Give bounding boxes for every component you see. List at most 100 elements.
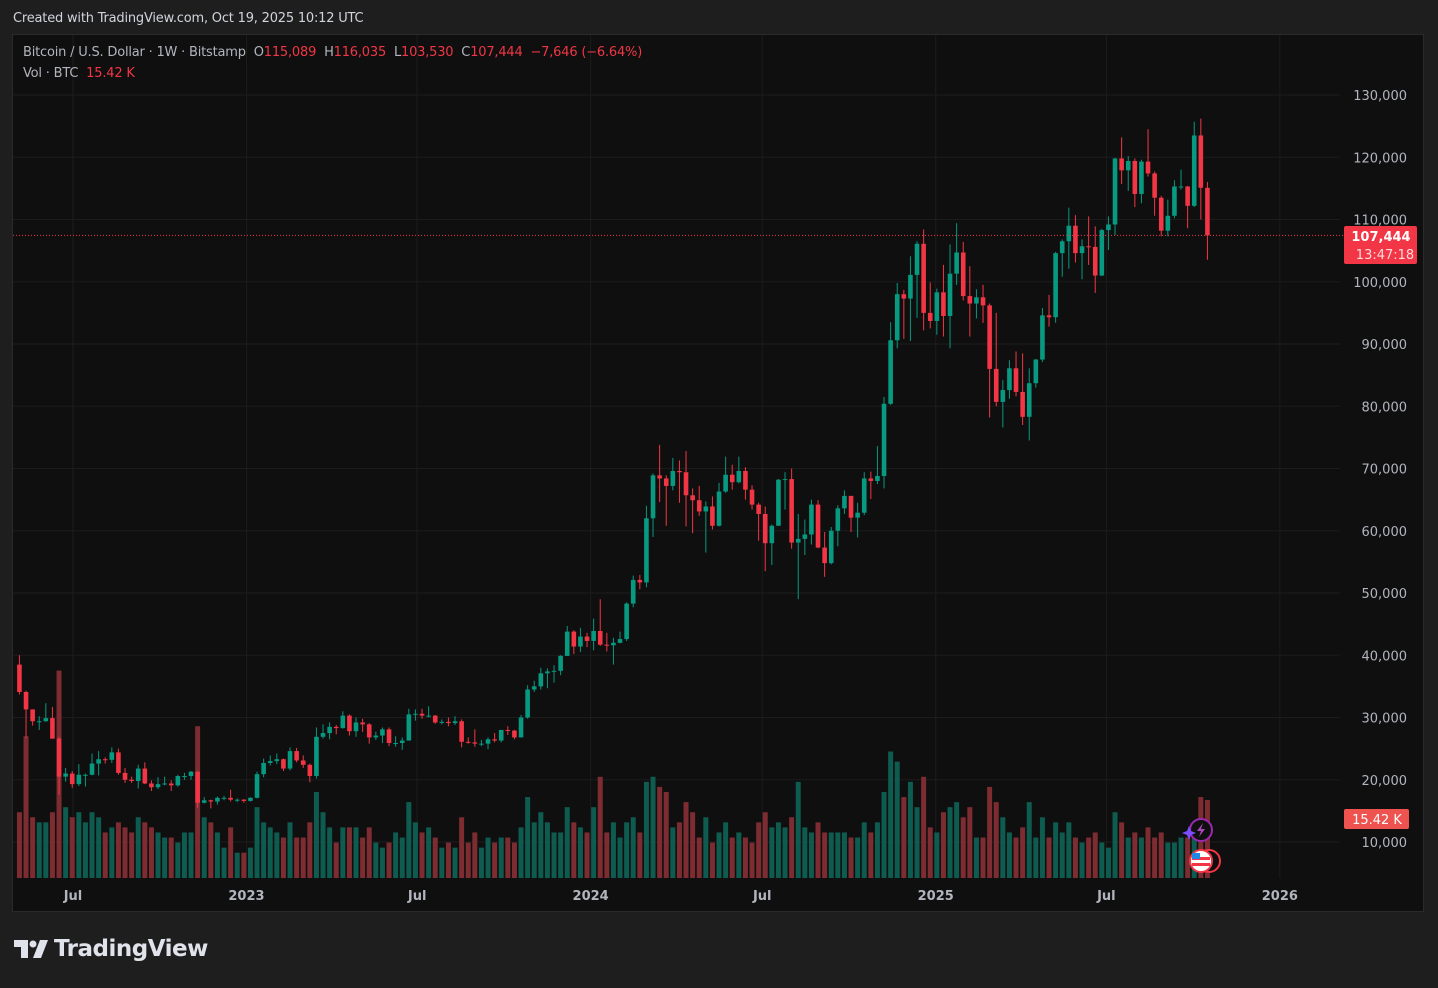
candle-body	[1191, 135, 1197, 206]
volume-bar	[855, 837, 861, 878]
candle-body	[663, 478, 669, 486]
candle	[663, 475, 669, 526]
candle-body	[1172, 186, 1177, 216]
volume-bar	[247, 847, 253, 878]
candle	[76, 764, 82, 786]
candle-body	[1205, 187, 1210, 236]
candle-body	[637, 579, 643, 583]
candle-body	[762, 513, 768, 544]
candle-body	[446, 721, 451, 724]
candles	[17, 118, 1210, 809]
candle	[36, 716, 42, 730]
volume-bar	[1178, 837, 1184, 878]
volume-bar	[439, 847, 445, 878]
candle-body	[109, 752, 115, 760]
candle-body	[650, 475, 656, 519]
volume-bar	[841, 832, 847, 878]
volume-bar	[346, 827, 352, 878]
volume-bar	[122, 827, 128, 878]
candle-body	[584, 636, 590, 641]
candle	[1079, 239, 1085, 280]
volume-bar	[927, 827, 933, 878]
candle-body	[743, 470, 748, 490]
candle-body	[545, 671, 550, 674]
candle	[551, 665, 557, 683]
candle	[512, 729, 517, 740]
volume-bar	[874, 822, 880, 878]
candle-body	[617, 639, 623, 643]
candle-body	[756, 504, 761, 514]
candle-body	[611, 642, 616, 646]
candle-body	[1185, 186, 1190, 206]
x-tick-label: 2024	[573, 889, 609, 904]
volume-bar	[1006, 832, 1012, 878]
candle-body	[624, 603, 629, 640]
candle	[1086, 216, 1091, 265]
candle	[452, 716, 458, 725]
volume-bar	[762, 812, 768, 878]
volume-bar	[815, 822, 821, 878]
volume-label[interactable]: Vol · BTC	[23, 66, 79, 81]
volume-bar	[538, 812, 544, 878]
candle	[56, 736, 62, 795]
volume-bar	[1046, 837, 1052, 878]
candle	[446, 717, 451, 727]
candle-body	[505, 729, 511, 731]
y-tick-label: 10,000	[1362, 836, 1408, 851]
candle	[23, 690, 29, 739]
chart-frame[interactable]	[12, 34, 1424, 912]
candle-body	[789, 479, 794, 543]
candle	[571, 630, 577, 655]
candle-body	[459, 721, 464, 742]
volume-bar	[868, 832, 874, 878]
candle	[967, 266, 973, 337]
candle-body	[89, 763, 95, 775]
candle	[1191, 121, 1197, 208]
volume-bar	[676, 822, 682, 878]
tradingview-logo[interactable]: TradingView	[14, 936, 208, 962]
candle	[254, 771, 260, 799]
candle	[729, 464, 735, 490]
volume-legend: Vol · BTC 15.42 K	[23, 66, 139, 81]
candle-body	[591, 630, 596, 641]
volume-bar	[822, 832, 828, 878]
candle-body	[597, 630, 603, 645]
volume-bar	[511, 842, 517, 878]
us-flag-event-icon[interactable]	[1189, 849, 1221, 873]
volume-bar	[478, 847, 484, 878]
lightning-event-icon[interactable]	[1189, 818, 1213, 842]
volume-bar	[657, 786, 663, 878]
volume-bar	[894, 761, 900, 878]
candle	[168, 780, 174, 791]
volume-bar	[287, 822, 293, 878]
candle-body	[1165, 215, 1171, 231]
candle-body	[716, 491, 722, 526]
y-tick-label: 20,000	[1362, 774, 1408, 789]
candle-body	[188, 771, 194, 777]
candle-body	[307, 764, 313, 777]
volume-bar	[518, 827, 524, 878]
candle	[439, 719, 445, 725]
candle	[175, 774, 181, 787]
candle-body	[822, 547, 827, 564]
candle	[710, 496, 715, 530]
candle-body	[228, 797, 233, 800]
symbol-title[interactable]: Bitcoin / U.S. Dollar · 1W · Bitstamp	[23, 45, 246, 60]
candle-body	[479, 743, 484, 745]
candle	[531, 680, 537, 692]
candle-body	[340, 715, 346, 729]
volume-bar	[591, 807, 597, 878]
candle-body	[380, 729, 385, 736]
volume-bar	[1125, 837, 1131, 878]
time-axis: Jul 2023 Jul 2024 Jul 2025 Jul 2026	[63, 889, 1298, 904]
volume-bar	[637, 832, 643, 878]
y-tick-label: 110,000	[1353, 214, 1407, 229]
candle	[696, 485, 702, 516]
candle-body	[1106, 224, 1111, 231]
volume-bar	[901, 797, 907, 878]
volume-bar	[1086, 837, 1092, 878]
candle-body	[954, 252, 959, 274]
volume-bar	[373, 842, 379, 878]
volume-bar	[76, 812, 82, 878]
